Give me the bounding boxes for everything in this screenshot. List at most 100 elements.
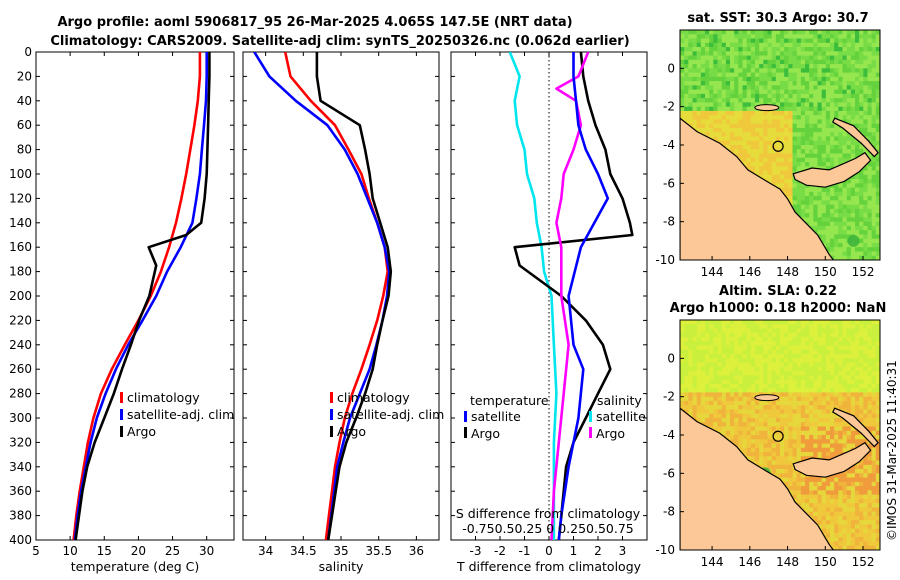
map-cell (813, 187, 818, 193)
map-cell (767, 341, 773, 346)
map-cell (838, 76, 843, 82)
map-cell (742, 409, 748, 415)
map-cell (867, 64, 873, 69)
map-cell (734, 47, 739, 52)
map-cell (700, 332, 706, 338)
map-cell (784, 409, 789, 415)
map-cell (821, 341, 827, 346)
map-cell (725, 354, 731, 359)
map-cell (742, 417, 748, 423)
map-cell (813, 115, 818, 120)
map-cell (850, 110, 856, 116)
map-cell (809, 447, 814, 453)
map-cell (771, 405, 777, 410)
map-cell (875, 430, 880, 436)
map-cell (867, 490, 873, 496)
map-cell (692, 320, 698, 325)
map-cell (780, 30, 785, 35)
map-cell (738, 341, 743, 346)
map-cell (859, 371, 864, 376)
map-cell (863, 320, 868, 325)
map-cell (805, 191, 810, 197)
map-cell (846, 337, 852, 342)
map-cell (809, 93, 814, 99)
map-cell (813, 490, 818, 496)
map-cell (875, 481, 880, 487)
map-cell (763, 119, 768, 125)
map-cell (809, 405, 814, 410)
map-cell (763, 55, 768, 61)
map-cell (725, 140, 731, 146)
map-cell (750, 119, 756, 125)
map-cell (692, 396, 698, 402)
map-cell (863, 221, 868, 227)
map-cell (834, 115, 839, 120)
map-cell (838, 255, 843, 260)
map-y-tick-label: -8 (663, 215, 675, 229)
map-cell (763, 422, 768, 427)
map-cell (780, 345, 785, 351)
map-cell (759, 362, 764, 368)
map-cell (771, 34, 777, 39)
map-cell (759, 320, 764, 325)
map-cell (742, 162, 748, 167)
map-cell (821, 443, 827, 449)
map-cell (696, 379, 702, 385)
map-cell (738, 375, 743, 381)
map-cell (775, 328, 781, 334)
map-cell (700, 362, 706, 368)
map-cell (842, 400, 848, 406)
map-cell (850, 221, 856, 227)
map-cell (784, 362, 789, 368)
map-cell (713, 34, 718, 39)
map-cell (846, 149, 852, 154)
map-cell (867, 115, 873, 120)
map-cell (767, 140, 773, 146)
x-tick-label: 1 (570, 544, 578, 558)
map-cell (838, 153, 843, 159)
map-cell (850, 366, 856, 372)
map-cell (775, 145, 781, 150)
map-cell (700, 383, 706, 389)
map-cell (825, 106, 831, 112)
map-cell (763, 174, 768, 180)
map-cell (709, 383, 714, 389)
map-cell (863, 191, 868, 197)
map-cell (755, 89, 760, 95)
map-cell (738, 55, 743, 61)
map-cell (830, 213, 835, 218)
map-cell (709, 127, 714, 133)
map-cell (871, 191, 877, 197)
map-cell (771, 179, 777, 184)
map-cell (680, 76, 685, 82)
map-cell (746, 443, 752, 449)
map-cell (875, 358, 880, 363)
map-cell (713, 324, 718, 329)
map-cell (721, 38, 727, 44)
map-cell (871, 119, 877, 125)
map-cell (763, 354, 768, 359)
map-cell (750, 456, 756, 461)
map-cell (863, 383, 868, 389)
map-cell (721, 379, 727, 385)
map-cell (767, 371, 773, 376)
map-cell (759, 400, 764, 406)
map-cell (713, 366, 718, 372)
map-cell (842, 213, 848, 218)
map-cell (780, 320, 785, 325)
map-cell (813, 110, 818, 116)
map-cell (821, 430, 827, 436)
map-cell (838, 337, 843, 342)
map-cell (859, 379, 864, 385)
map-cell (767, 72, 773, 78)
map-cell (788, 93, 793, 99)
map-cell (730, 68, 735, 73)
map-cell (834, 93, 839, 99)
map-cell (771, 362, 777, 368)
map-cell (730, 354, 735, 359)
map-cell (834, 349, 839, 355)
map-cell (784, 55, 789, 61)
map-cell (875, 251, 880, 257)
map-cell (805, 490, 810, 496)
map-cell (755, 64, 760, 69)
